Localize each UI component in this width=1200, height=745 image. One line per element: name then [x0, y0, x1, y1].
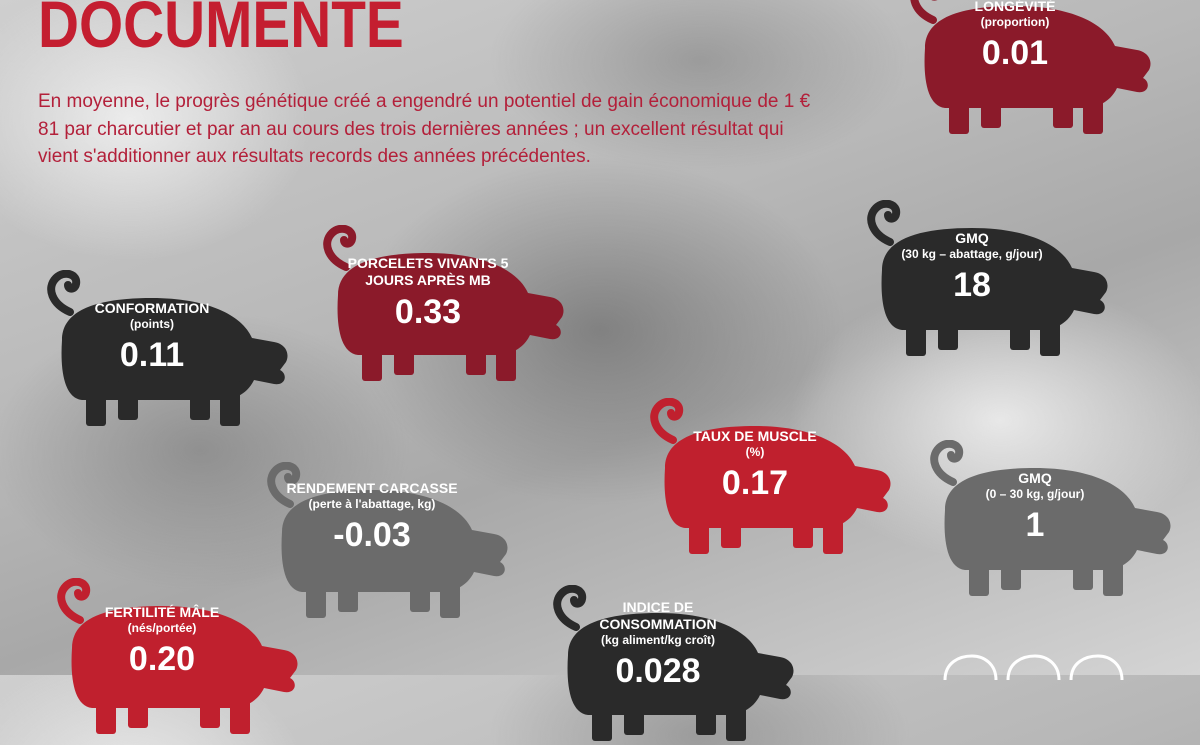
pig-label: PORCELETS VIVANTS 5 JOURS APRÈS MB: [347, 255, 509, 288]
pig-value: 18: [953, 266, 991, 304]
pig-unit: (kg aliment/kg croît): [600, 633, 716, 647]
pig-label: TAUX DE MUSCLE: [693, 428, 817, 444]
pig-label: INDICE DE CONSOMMATION: [599, 599, 717, 632]
pig-unit: (0 – 30 kg, g/jour): [985, 487, 1085, 501]
pig-taux-muscle: TAUX DE MUSCLE (%) 0.17: [645, 398, 895, 558]
page-title: DOCUMENTÉ: [38, 0, 404, 61]
pig-label: FERTILITÉ MÂLE: [104, 604, 220, 620]
outline-pigs-icon: [943, 654, 1124, 680]
pig-unit: (30 kg – abattage, g/jour): [901, 247, 1043, 261]
pig-conformation: CONFORMATION (points) 0.11: [42, 270, 292, 430]
pig-indice-consommation: INDICE DE CONSOMMATION (kg aliment/kg cro…: [548, 585, 798, 745]
pig-label: LONGÉVITÉ: [974, 0, 1056, 14]
pig-rendement-carcasse: RENDEMENT CARCASSE (perte à l'abattage, k…: [262, 462, 512, 622]
pig-value: 0.028: [615, 652, 701, 690]
pig-value: 0.17: [721, 464, 789, 502]
pig-value: 0.11: [119, 336, 185, 374]
pig-gmq-0-30: GMQ (0 – 30 kg, g/jour) 1: [925, 440, 1175, 600]
pig-porcelets: PORCELETS VIVANTS 5 JOURS APRÈS MB 0.33: [318, 225, 568, 385]
pig-value: 0.33: [394, 293, 462, 331]
pig-label: RENDEMENT CARCASSE: [286, 480, 458, 496]
pig-value: 0.20: [128, 640, 196, 678]
pig-fertilite-male: FERTILITÉ MÂLE (nés/portée) 0.20: [52, 578, 302, 738]
pig-value: -0.03: [333, 516, 411, 554]
pig-label: GMQ: [1018, 470, 1052, 486]
pig-longevite: LONGÉVITÉ (proportion) 0.01: [905, 0, 1155, 138]
pig-gmq-30-abattage: GMQ (30 kg – abattage, g/jour) 18: [862, 200, 1112, 360]
intro-paragraph: En moyenne, le progrès génétique créé a …: [38, 91, 811, 167]
pig-unit: (perte à l'abattage, kg): [308, 497, 436, 511]
pig-unit: (%): [745, 445, 765, 459]
pig-label: GMQ: [955, 230, 989, 246]
pig-label: CONFORMATION: [94, 300, 210, 316]
pig-value: 1: [1025, 506, 1045, 544]
pig-unit: (nés/portée): [127, 621, 197, 635]
pig-unit: (points): [130, 317, 174, 331]
pig-value: 0.01: [981, 34, 1049, 72]
pig-unit: (proportion): [980, 15, 1050, 29]
